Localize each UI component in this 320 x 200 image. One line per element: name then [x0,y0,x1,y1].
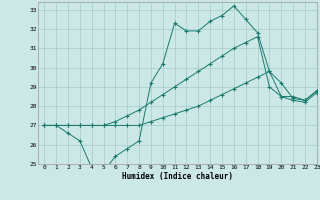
X-axis label: Humidex (Indice chaleur): Humidex (Indice chaleur) [122,172,233,181]
